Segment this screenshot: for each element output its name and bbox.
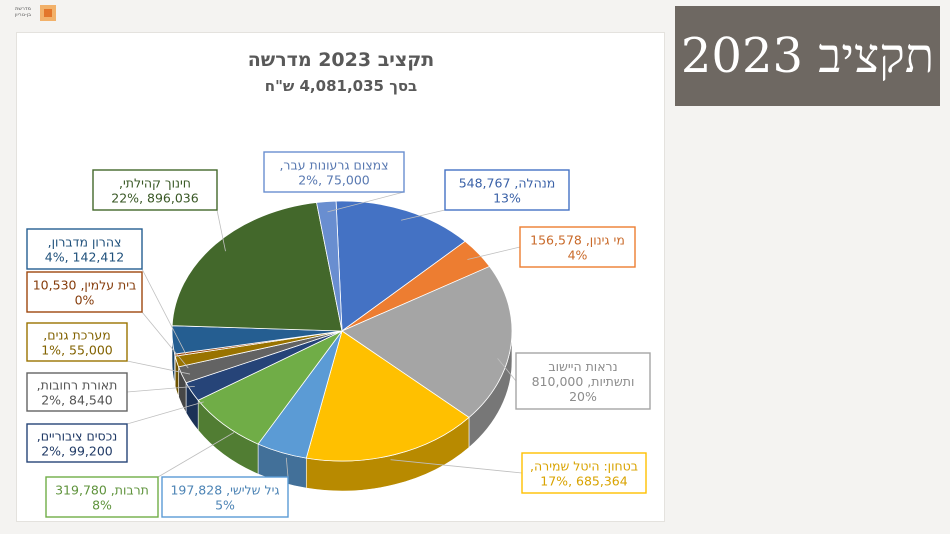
leader-line-13 [327,191,405,213]
pie-slice-1 [335,200,466,332]
pie-slice-12 [171,202,343,332]
leader-line-11 [141,268,187,355]
data-label-4: בטחון: היטל שמירה,685,364 ,17% [521,452,647,494]
chart-panel: תקציב 2023 מדרשה בסך 4,081,035 ש"ח מנהלה… [16,32,665,522]
leader-line-9 [126,360,191,375]
data-label-13: צמצום גרעונות עבר,75,000 ,2% [263,151,405,193]
leader-line-10 [141,311,189,369]
data-label-text-2-1: מי גינון, 156,578 [530,233,625,248]
data-label-text-3-1: נראות היישוב [548,359,617,374]
leader-line-12 [216,209,226,252]
data-label-text-13-2: 75,000 ,2% [298,173,370,188]
data-label-box-10 [26,271,143,313]
chart-title: תקציב 2023 מדרשה [248,49,435,71]
data-label-text-1-1: מנהלה, 548,767 [459,176,556,191]
leader-line-7 [126,401,204,425]
data-label-text-6-2: 8% [92,498,112,513]
pie-slice-13 [316,200,343,332]
data-label-box-2 [519,226,636,268]
data-label-text-9-2: 55,000 ,1% [41,343,113,358]
data-label-7: נכסים ציבוריים,99,200 ,2% [26,423,128,463]
leader-line-4 [390,459,523,474]
data-label-box-11 [26,228,143,270]
data-label-box-12 [92,169,218,211]
data-label-text-3-3: 20% [569,389,597,404]
data-label-box-6 [45,476,159,518]
organization-logo: מדרשת בן-גוריון [8,5,56,25]
logo-text: מדרשת בן-גוריון [8,6,38,18]
leader-line-2 [467,246,521,260]
slide-title: תקציב 2023 [680,28,935,84]
data-label-box-1 [444,169,570,211]
data-label-text-8-2: 84,540 ,2% [41,393,113,408]
data-label-text-9-1: מערכת גנים, [43,328,110,343]
data-label-text-7-2: 99,200 ,2% [41,444,113,459]
data-label-text-12-1: חינוך קהילתי, [119,176,191,191]
data-label-text-7-1: נכסים ציבוריים, [37,429,118,444]
data-label-text-6-1: תרבות, 319,780 [55,483,149,498]
data-label-9: מערכת גנים,55,000 ,1% [26,322,128,362]
data-label-text-4-1: בטחון: היטל שמירה, [530,459,638,474]
data-label-text-10-1: בית עלמין, 10,530 [33,278,137,293]
data-label-8: תאורת רחובות,84,540 ,2% [26,372,128,412]
slide-title-box: תקציב 2023 [675,6,940,106]
data-label-text-3-2: ותשתיות, 810,000 [532,374,635,389]
data-label-box-7 [26,423,128,463]
pie-slice-4 [305,330,470,462]
pie-slice-3 [341,265,513,418]
leader-line-5 [285,457,289,478]
data-label-text-11-2: 142,412 ,4% [45,250,125,265]
leader-line-3 [497,358,517,382]
data-label-box-4 [521,452,647,494]
data-label-text-1-2: 13% [493,191,521,206]
data-label-box-13 [263,151,405,193]
data-label-text-4-2: 685,364 ,17% [540,474,627,489]
data-label-text-10-2: 0% [75,293,95,308]
logo-text-line-2: בן-גוריון [14,12,32,18]
data-label-text-2-2: 4% [568,248,588,263]
leader-line-8 [126,385,195,393]
chart-subtitle: בסך 4,081,035 ש"ח [265,77,417,95]
leader-line-6 [157,432,235,478]
data-label-text-11-1: צהרון מדברון, [48,235,122,250]
leader-line-1 [401,209,446,221]
data-label-box-3 [515,352,651,410]
data-label-box-5 [161,476,289,518]
data-label-11: צהרון מדברון,142,412 ,4% [26,228,143,270]
data-label-box-9 [26,322,128,362]
data-label-text-8-1: תאורת רחובות, [37,378,118,393]
budget-pie-chart: תקציב 2023 מדרשה בסך 4,081,035 ש"ח מנהלה… [26,49,651,518]
data-label-12: חינוך קהילתי,896,036 ,22% [92,169,218,211]
data-label-box-8 [26,372,128,412]
logo-mark-icon [40,5,56,21]
data-label-text-5-1: גיל שלישי, 197,828 [170,483,279,498]
data-label-text-5-2: 5% [215,498,235,513]
data-label-text-12-2: 896,036 ,22% [111,191,198,206]
logo-text-line-1: מדרשת [15,6,31,12]
data-label-text-13-1: צמצום גרעונות עבר, [279,158,388,173]
